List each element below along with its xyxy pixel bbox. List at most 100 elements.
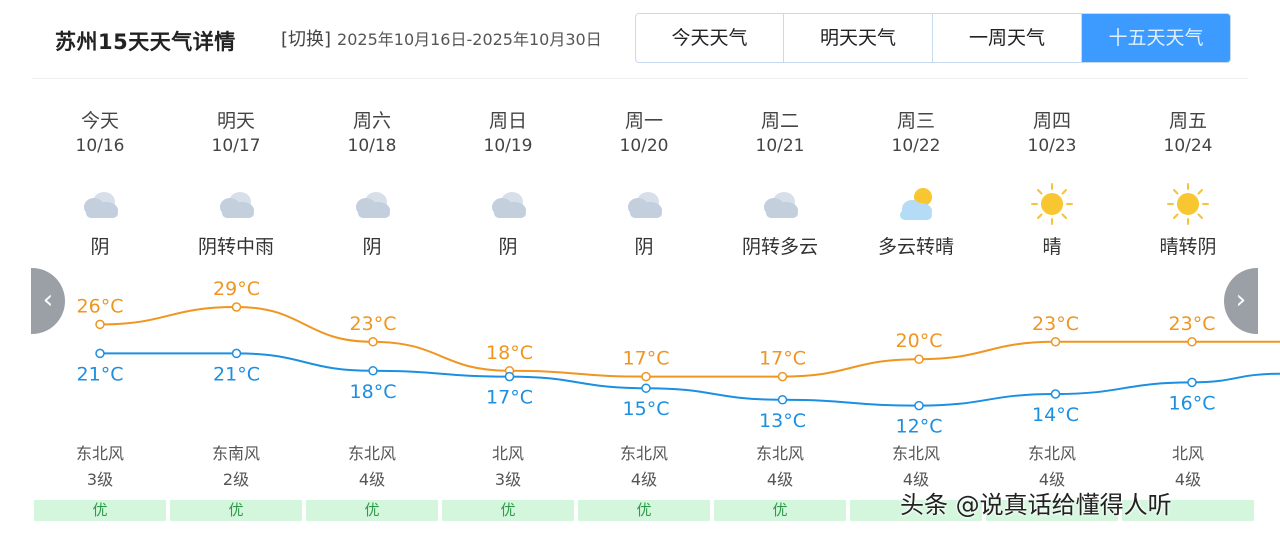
aqi-badge — [986, 500, 1118, 521]
aqi-badge: 优 — [578, 500, 710, 521]
condition-label: 阴 — [498, 236, 518, 258]
wind-direction: 东北风 — [347, 444, 396, 463]
condition-label: 阴 — [90, 236, 110, 258]
date-label: 10/22 — [891, 136, 941, 156]
condition-label: 阴转中雨 — [197, 236, 274, 258]
wind-level: 4级 — [1174, 470, 1202, 489]
day-column[interactable]: 周日 10/19 阴 北风 3级 优 — [440, 0, 576, 536]
wind-direction: 东北风 — [1027, 444, 1076, 463]
high-temp-label: 29°C — [213, 278, 260, 300]
day-column[interactable]: 周二 10/21 阴转多云 东北风 4级 优 — [712, 0, 848, 536]
partly-cloudy-icon — [894, 182, 938, 226]
low-temp-label: 18°C — [350, 381, 397, 403]
high-temp-label: 17°C — [759, 348, 806, 370]
date-label: 10/21 — [755, 136, 805, 156]
condition-label: 晴转阴 — [1159, 236, 1217, 258]
aqi-badge — [1122, 500, 1254, 521]
low-temp-point — [914, 400, 924, 411]
page-title: 苏州15天天气详情 — [55, 30, 236, 54]
low-temp-label: 12°C — [896, 416, 943, 438]
low-temp-label: 17°C — [486, 387, 533, 409]
forecast-tabs: 今天天气 明天天气 一周天气 十五天天气 — [635, 13, 1231, 63]
day-column[interactable]: 周三 10/22 多云转晴 东北风 4级 — [848, 0, 984, 536]
low-temp-point — [1187, 377, 1197, 388]
date-range-text: 2025年10月16日-2025年10月30日 — [337, 30, 602, 49]
date-label: 10/20 — [619, 136, 669, 156]
wind-direction: 东北风 — [75, 444, 124, 463]
date-label: 10/18 — [347, 136, 397, 156]
date-label: 10/19 — [483, 136, 533, 156]
high-temp-label: 23°C — [1169, 313, 1216, 335]
high-temp-label: 26°C — [77, 295, 124, 317]
high-temp-label: 23°C — [350, 313, 397, 335]
temperature-chart: 26°C 21°C 29°C 21°C 23°C 18°C 18°C 17°C 17°C 15°C… — [77, 278, 1280, 438]
chevron-right-icon: › — [1235, 285, 1247, 315]
wind-direction: 东北风 — [755, 444, 804, 463]
aqi-badge: 优 — [170, 500, 302, 521]
wind-direction: 东南风 — [211, 444, 260, 463]
watermark: 头条 @说真话给懂得人听 — [900, 491, 1172, 519]
condition-label: 阴 — [634, 236, 654, 258]
aqi-badge — [850, 500, 982, 521]
low-temp-point — [777, 395, 788, 405]
wind-direction: 东北风 — [619, 444, 668, 463]
low-temp-label: 21°C — [77, 363, 124, 385]
cloud-icon — [758, 182, 802, 226]
day-column[interactable]: 周一 10/20 阴 东北风 4级 优 — [576, 0, 712, 536]
aqi-badge: 优 — [34, 500, 166, 521]
high-temp-label: 18°C — [486, 342, 533, 364]
day-column[interactable]: 周六 10/18 阴 东北风 4级 优 — [304, 0, 440, 536]
low-temp-point — [368, 366, 378, 376]
low-temp-point — [1050, 389, 1061, 399]
day-column[interactable]: 明天 10/17 阴转中雨 东南风 2级 优 — [168, 0, 304, 536]
low-temp-point — [641, 383, 651, 393]
switch-link[interactable]: [切换] — [281, 29, 332, 50]
tab-fifteen-days[interactable]: 十五天天气 — [1082, 14, 1230, 62]
tab-tomorrow[interactable]: 明天天气 — [784, 14, 933, 62]
weekday-label: 周三 — [896, 110, 935, 132]
high-temp-point — [95, 319, 105, 330]
aqi-badge: 优 — [442, 500, 574, 521]
cloud-icon — [486, 182, 530, 226]
cloud-icon — [622, 182, 666, 226]
low-temp-point — [231, 348, 242, 359]
date-label: 10/23 — [1027, 136, 1077, 156]
condition-label: 阴 — [362, 236, 382, 258]
high-temp-point — [1187, 337, 1197, 347]
condition-label: 多云转晴 — [877, 236, 954, 258]
low-temp-label: 15°C — [623, 398, 670, 420]
low-temp-label: 13°C — [759, 410, 806, 432]
sun-icon — [1030, 182, 1074, 226]
cloud-icon — [350, 182, 394, 226]
high-temp-point — [368, 337, 378, 347]
day-column[interactable]: 周五 10/24 晴转阴 北风 4级 — [1120, 0, 1256, 536]
low-temp-point — [504, 371, 515, 382]
cloud-icon — [214, 182, 258, 226]
high-temp-label: 17°C — [623, 348, 670, 370]
low-temp-point — [95, 348, 105, 359]
weekday-label: 周五 — [1168, 110, 1207, 132]
weekday-label: 周一 — [624, 110, 663, 132]
date-label: 10/16 — [75, 136, 125, 156]
low-temp-label: 14°C — [1032, 404, 1079, 426]
aqi-badge: 优 — [306, 500, 438, 521]
wind-level: 3级 — [494, 470, 522, 489]
wind-level: 3级 — [86, 470, 114, 489]
date-label: 10/17 — [211, 136, 261, 156]
date-range: [切换] 2025年10月16日-2025年10月30日 — [281, 25, 602, 51]
weekday-label: 周日 — [488, 110, 527, 132]
high-temp-point — [777, 371, 788, 382]
weekday-label: 今天 — [80, 110, 119, 132]
sun-icon — [1166, 182, 1210, 226]
day-column[interactable]: 周四 10/23 晴 东北风 4级 — [984, 0, 1120, 536]
low-temperature-line — [99, 352, 1280, 407]
high-temp-label: 23°C — [1032, 313, 1079, 335]
tab-today[interactable]: 今天天气 — [636, 14, 784, 62]
day-column[interactable]: 今天 10/16 阴 东北风 3级 优 — [32, 0, 168, 536]
date-label: 10/24 — [1163, 136, 1213, 156]
high-temperature-line — [99, 305, 1280, 378]
wind-direction: 东北风 — [891, 444, 940, 463]
tab-week[interactable]: 一周天气 — [933, 14, 1082, 62]
weekday-label: 周二 — [760, 110, 799, 132]
header-divider — [32, 78, 1248, 79]
